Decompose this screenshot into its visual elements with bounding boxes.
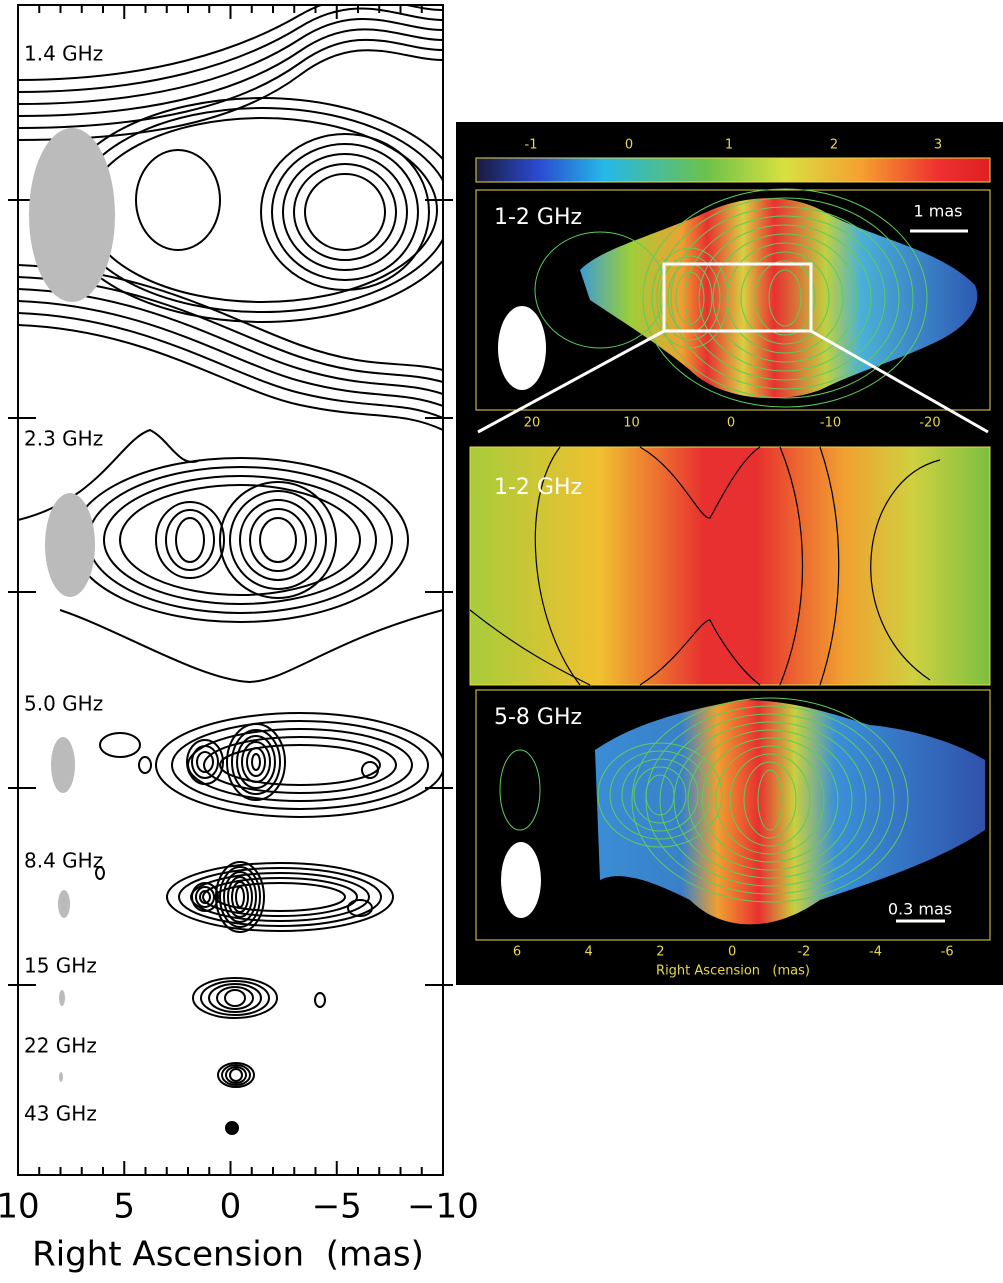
x-tick-label: −10	[407, 1187, 479, 1227]
band-label: 43 GHz	[24, 1102, 97, 1126]
beam	[45, 493, 95, 597]
contour	[176, 518, 204, 562]
beams	[29, 128, 115, 1082]
beam	[501, 842, 541, 918]
contour	[294, 164, 396, 260]
contour	[305, 174, 385, 250]
beam	[58, 890, 70, 918]
contour	[136, 150, 220, 250]
x-tick-label: 0	[220, 1187, 242, 1227]
x-tick-label: 0	[728, 945, 736, 960]
contour	[225, 990, 245, 1006]
x-tick-label: 0	[727, 416, 735, 431]
colorbar-tick-label: 3	[934, 138, 942, 153]
x-axis-label: Right Ascension (mas)	[656, 964, 810, 979]
map-label: 5-8 GHz	[494, 705, 582, 730]
contour	[252, 754, 260, 770]
contour	[60, 610, 443, 682]
map-label: 1-2 GHz	[494, 475, 582, 500]
scale-label: 1 mas	[914, 202, 963, 221]
contour	[139, 757, 151, 773]
contour	[18, 289, 443, 394]
x-tick-label: 10	[623, 416, 640, 431]
contour	[188, 729, 412, 801]
contour	[220, 745, 380, 785]
x-tick-label: 10	[0, 1187, 40, 1227]
band-label: 22 GHz	[24, 1034, 97, 1058]
x-axis-label: Right Ascension (mas)	[32, 1235, 424, 1275]
beam	[51, 737, 75, 793]
contour	[172, 721, 428, 809]
contour	[215, 883, 345, 911]
contour	[261, 134, 429, 290]
x-tick-label: 4	[585, 945, 593, 960]
beam	[29, 128, 115, 302]
colorbar-tick-label: -1	[525, 138, 538, 153]
band-label: 5.0 GHz	[24, 692, 103, 716]
x-tick-label: -2	[797, 945, 810, 960]
beam	[59, 990, 65, 1006]
x-tick-label: -20	[919, 416, 940, 431]
x-tick-label: −5	[312, 1187, 362, 1227]
x-tick-label: -10	[820, 416, 841, 431]
contour	[240, 500, 316, 580]
x-tick-label: -4	[869, 945, 882, 960]
colorbar-tick-label: 2	[830, 138, 838, 153]
x-tick-label: 2	[656, 945, 664, 960]
contour	[230, 491, 326, 589]
colorbar	[476, 158, 990, 182]
band-label: 1.4 GHz	[24, 42, 103, 66]
band-label: 2.3 GHz	[24, 427, 103, 451]
beam	[498, 306, 546, 390]
core	[226, 1122, 238, 1134]
contour	[283, 154, 407, 270]
contour	[315, 993, 325, 1007]
beam	[59, 1072, 63, 1082]
map-label: 1-2 GHz	[494, 205, 582, 230]
x-tick-label: 20	[524, 416, 541, 431]
band-label: 15 GHz	[24, 954, 97, 978]
figure: 1.4 GHz 2.3 GHz 5.0 GHz 8.4 GHz 15 GHz 22 GHz…	[0, 0, 1003, 1283]
x-tick-label: -6	[941, 945, 954, 960]
colorbar-tick-label: 0	[625, 138, 633, 153]
scale-label: 0.3 mas	[888, 900, 952, 919]
x-tick-label: 6	[513, 945, 521, 960]
contour	[100, 733, 140, 757]
band-label: 8.4 GHz	[24, 849, 103, 873]
contour	[230, 1069, 242, 1081]
contour	[236, 887, 244, 907]
contour	[247, 748, 265, 776]
contour	[18, 325, 443, 430]
x-tick-label: 5	[113, 1187, 135, 1227]
contour	[260, 518, 296, 562]
colorbar-tick-label: 1	[725, 138, 733, 153]
